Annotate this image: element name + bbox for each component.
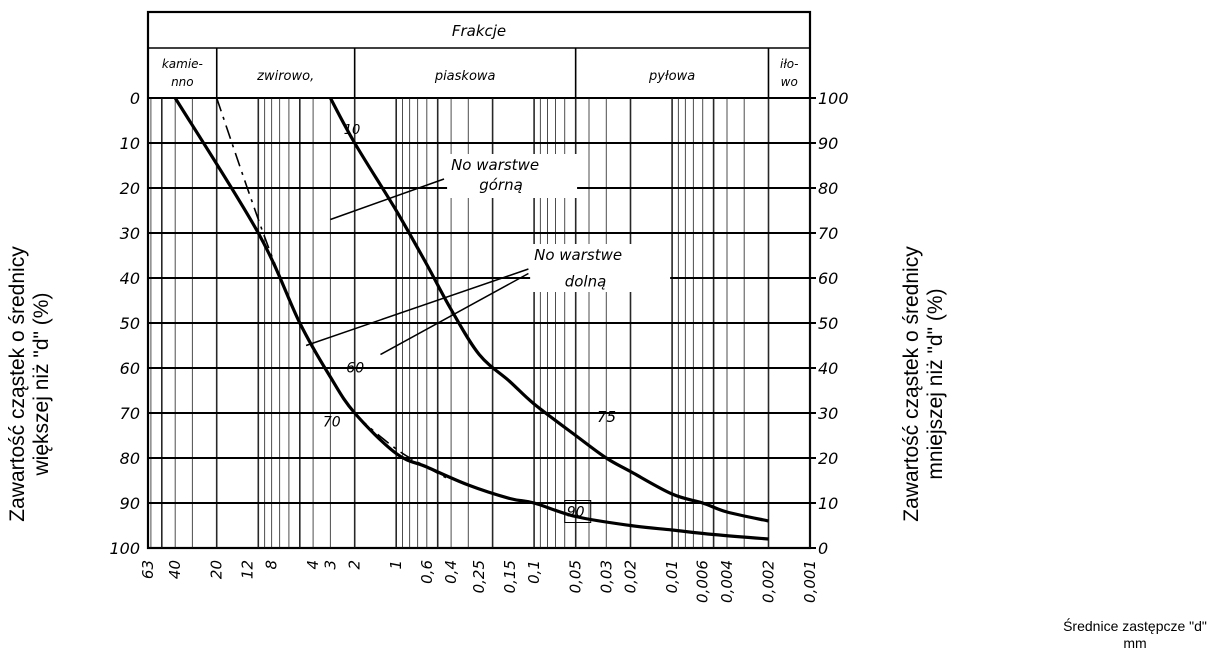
x-tick: 4 [304, 560, 322, 570]
fraction-label: pyłowa [648, 69, 695, 84]
y-left-tick: 90 [120, 494, 140, 513]
annotation-90: 90 [567, 505, 585, 521]
x-tick: 63 [139, 560, 157, 579]
curve-0 [173, 97, 769, 541]
y-left-tick: 40 [120, 269, 140, 288]
horizontal-grid [148, 142, 810, 504]
y-left-tick: 30 [120, 224, 140, 243]
x-tick: 0,05 [567, 560, 585, 593]
x-tick: 0,03 [597, 560, 615, 593]
annotation-gorna-line2: górną [479, 176, 523, 194]
fraction-label: kamie- [162, 57, 203, 71]
fractions-header: Frakcje kamie-nno zwirowo, piaskowa pyłowa ił… [162, 22, 798, 98]
x-tick: 40 [166, 560, 184, 579]
y-axis-right-label: Zawartość cząstek o średnicy mniejszej n… [900, 234, 948, 534]
annotation-70: 70 [323, 415, 341, 431]
annotations: 10 No warstwe górną No warstwe dolną 60 70 75 90 [305, 123, 671, 523]
x-tick: 12 [238, 560, 256, 579]
annotation-bg-gorna [447, 154, 578, 198]
y-left-tick: 0 [130, 89, 140, 108]
x-tick: 0,1 [525, 560, 543, 584]
fraction-label: zwirowo, [256, 69, 314, 84]
y-right-tick: 50 [818, 314, 838, 333]
y-right-tick: 30 [818, 404, 838, 423]
x-tick: 1 [387, 560, 405, 570]
x-tick: 20 [208, 560, 226, 579]
y-left-tick: 10 [120, 134, 140, 153]
x-tick: 3 [321, 560, 339, 570]
y-right-tick: 70 [818, 224, 838, 243]
y-left-tick: 20 [120, 179, 140, 198]
fraction-label: iło- [780, 57, 798, 71]
y-right-tick: 0 [818, 539, 828, 558]
annotation-90-box [564, 500, 592, 523]
y-right-tick: 60 [818, 269, 838, 288]
x-tick: 0,01 [663, 560, 681, 593]
x-tick: 8 [263, 560, 281, 570]
y-left-tick: 70 [120, 404, 140, 423]
fraction-label: nno [171, 75, 194, 89]
x-axis-label-line-2: mm [1123, 635, 1147, 651]
curve-1 [328, 97, 769, 523]
x-tick: 0,002 [759, 560, 777, 603]
x-tick: 0,15 [501, 560, 519, 593]
x-tick-labels: 63 40 20 12 8 4 3 2 1 0,6 0,4 0,25 0,15 0,1 0,05 0,03 0,… [139, 560, 819, 603]
plot-border [146, 10, 812, 550]
fractions-title: Frakcje [452, 22, 506, 40]
annotation-10: 10 [344, 123, 361, 138]
y-axis-right-label-line-1: Zawartość cząstek o średnicy [900, 246, 923, 522]
x-tick: 0,02 [622, 560, 640, 593]
y-right-tick: 20 [818, 449, 838, 468]
x-axis-label: Średnice zastępcze "d" mm [1050, 618, 1220, 652]
annotation-60: 60 [346, 361, 364, 377]
x-tick: 0,001 [801, 560, 819, 603]
y-left-tick: 60 [120, 359, 140, 378]
y-axis-left-label-line-1: Zawartość cząstek o średnicy [6, 246, 29, 522]
chart-frame [146, 10, 812, 550]
curve-2 [215, 97, 452, 482]
x-tick: 2 [346, 560, 364, 570]
annotation-bg-dolna [530, 244, 671, 292]
x-tick: 0,25 [470, 560, 488, 593]
y-axis-left-label-line-2: większej niż "d" (%) [30, 292, 53, 476]
y-axis-left-label: Zawartość cząstek o średnicy większej ni… [6, 234, 54, 534]
x-tick: 0,004 [718, 560, 736, 603]
x-tick: 0,4 [442, 560, 460, 584]
y-right-tick: 100 [818, 89, 849, 108]
x-tick: 0,006 [694, 560, 712, 603]
x-axis-label-line-1: Średnice zastępcze "d" [1063, 618, 1207, 634]
y-left-tick-labels: 0 10 20 30 40 50 60 70 80 90 100 [109, 89, 140, 558]
curves [173, 97, 769, 541]
fraction-label: wo [781, 75, 798, 89]
y-axis-right-label-line-2: mniejszej niż "d" (%) [924, 288, 947, 480]
y-right-tick: 40 [818, 359, 838, 378]
callout-dolna-1 [305, 268, 529, 347]
annotation-dolna-line1: No warstwe [534, 246, 622, 264]
callout-gorna [330, 178, 445, 221]
y-right-tick: 90 [818, 134, 838, 153]
annotation-dolna-line2: dolną [565, 273, 607, 291]
y-left-tick: 100 [109, 539, 140, 558]
annotation-75: 75 [597, 408, 616, 426]
fraction-label: piaskowa [434, 69, 496, 84]
y-left-tick: 80 [120, 449, 140, 468]
x-tick: 0,6 [418, 560, 436, 584]
y-right-tick: 10 [818, 494, 838, 513]
y-right-tick: 80 [818, 179, 838, 198]
callout-dolna-2 [380, 272, 529, 356]
annotation-gorna-line1: No warstwe [451, 156, 539, 174]
y-left-tick: 50 [120, 314, 140, 333]
